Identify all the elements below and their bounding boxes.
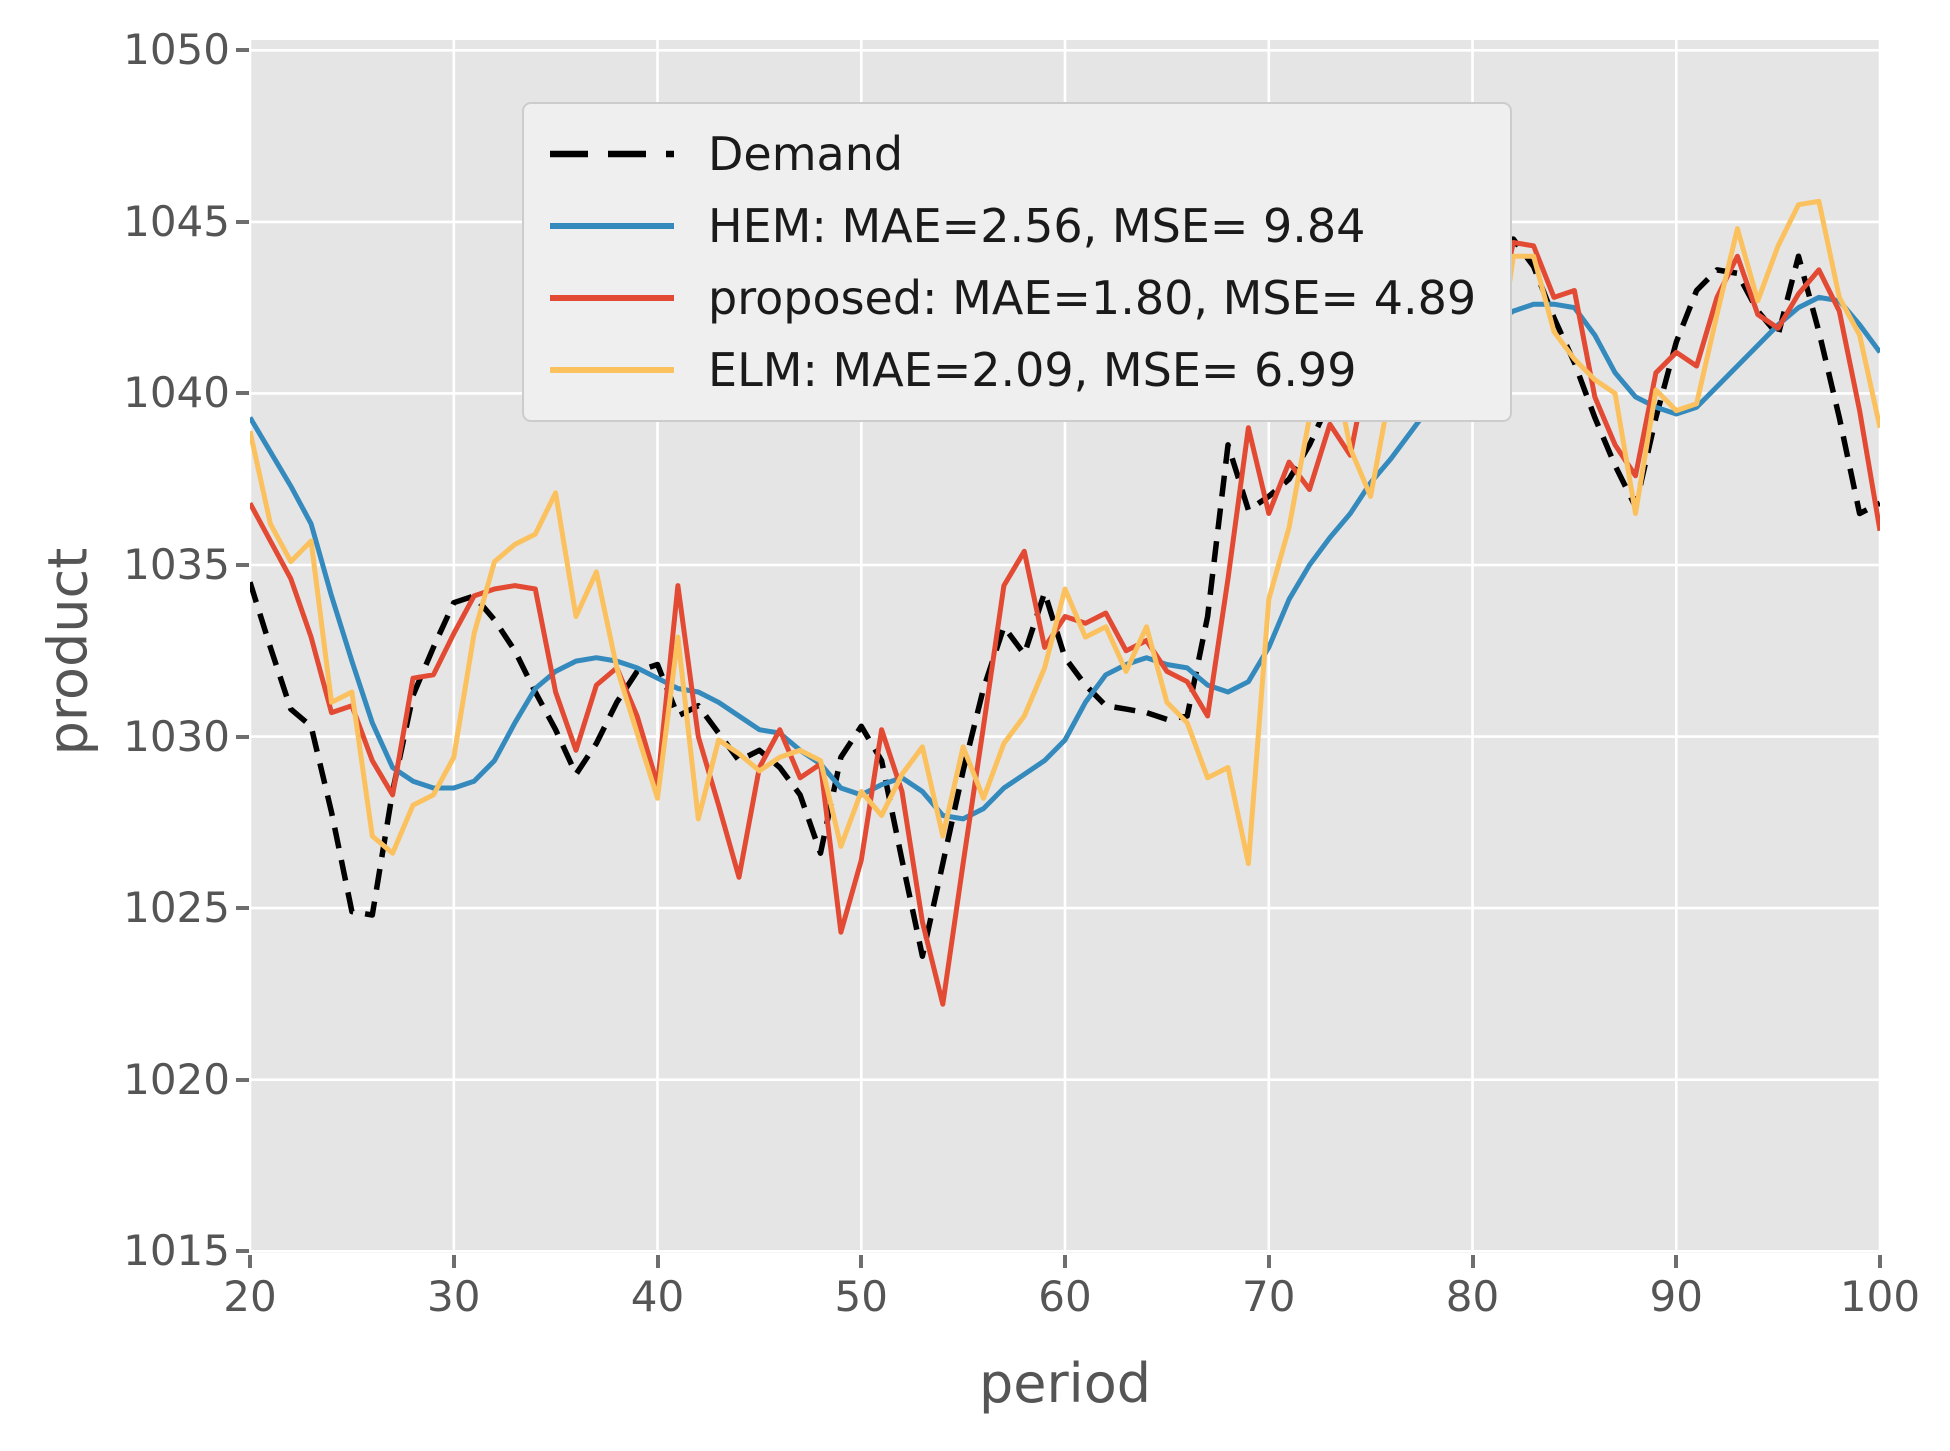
- x-tick-label: 40: [630, 1272, 685, 1321]
- elm-line: [250, 198, 1880, 866]
- legend-item-demand: Demand: [548, 118, 1476, 190]
- y-tick-label: 1015: [123, 1226, 230, 1276]
- y-tick: [236, 219, 249, 224]
- y-tick-label: 1030: [123, 711, 230, 761]
- y-tick: [236, 734, 249, 739]
- legend-label: Demand: [708, 127, 904, 181]
- legend-label: proposed: MAE=1.80, MSE= 4.89: [708, 271, 1477, 325]
- x-tick: [1674, 1255, 1679, 1268]
- x-tick: [859, 1255, 864, 1268]
- y-tick-label: 1045: [123, 196, 230, 246]
- x-tick-label: 100: [1839, 1272, 1921, 1321]
- legend-item-proposed-swatch: [550, 295, 674, 301]
- legend-item-proposed: proposed: MAE=1.80, MSE= 4.89: [548, 262, 1476, 334]
- legend-label: HEM: MAE=2.56, MSE= 9.84: [708, 199, 1366, 253]
- y-tick: [236, 48, 249, 53]
- y-tick-label: 1050: [123, 25, 230, 75]
- y-tick: [236, 1077, 249, 1082]
- y-axis-label: product: [36, 547, 100, 756]
- y-tick: [236, 1249, 249, 1254]
- x-tick: [451, 1255, 456, 1268]
- legend-item-demand-swatch: [550, 150, 674, 158]
- legend-item-hem: HEM: MAE=2.56, MSE= 9.84: [548, 190, 1476, 262]
- y-tick-label: 1040: [123, 368, 230, 418]
- x-axis-label: period: [978, 1352, 1152, 1415]
- y-tick: [236, 391, 249, 396]
- legend: Demand HEM: MAE=2.56, MSE= 9.84 proposed: …: [522, 102, 1513, 422]
- y-tick-label: 1025: [123, 883, 230, 933]
- x-tick: [1878, 1255, 1882, 1268]
- y-tick-label: 1035: [123, 540, 230, 589]
- demand-line: [250, 222, 1880, 959]
- x-tick: [1470, 1255, 1475, 1268]
- legend-item-elm: ELM: MAE=2.09, MSE= 6.99: [548, 334, 1476, 406]
- legend-item-elm-swatch: [550, 367, 674, 373]
- x-tick: [248, 1255, 252, 1268]
- x-tick: [655, 1255, 660, 1268]
- legend-item-hem-swatch: [550, 223, 674, 229]
- y-tick: [236, 563, 249, 567]
- x-tick-label: 50: [834, 1272, 888, 1321]
- plot-area: Demand HEM: MAE=2.56, MSE= 9.84 proposed: …: [250, 40, 1880, 1253]
- hem-line: [250, 294, 1880, 822]
- x-tick: [1063, 1255, 1067, 1268]
- y-tick: [236, 906, 249, 911]
- x-tick-label: 90: [1649, 1272, 1703, 1321]
- x-tick-label: 30: [427, 1272, 481, 1321]
- y-tick-label: 1020: [123, 1054, 230, 1104]
- x-tick-label: 20: [223, 1272, 277, 1321]
- proposed-line: [250, 191, 1880, 1007]
- x-tick: [1266, 1255, 1271, 1268]
- legend-label: ELM: MAE=2.09, MSE= 6.99: [708, 343, 1357, 397]
- x-tick-label: 70: [1242, 1272, 1296, 1321]
- x-tick-label: 60: [1038, 1272, 1092, 1321]
- x-tick-label: 80: [1445, 1272, 1500, 1321]
